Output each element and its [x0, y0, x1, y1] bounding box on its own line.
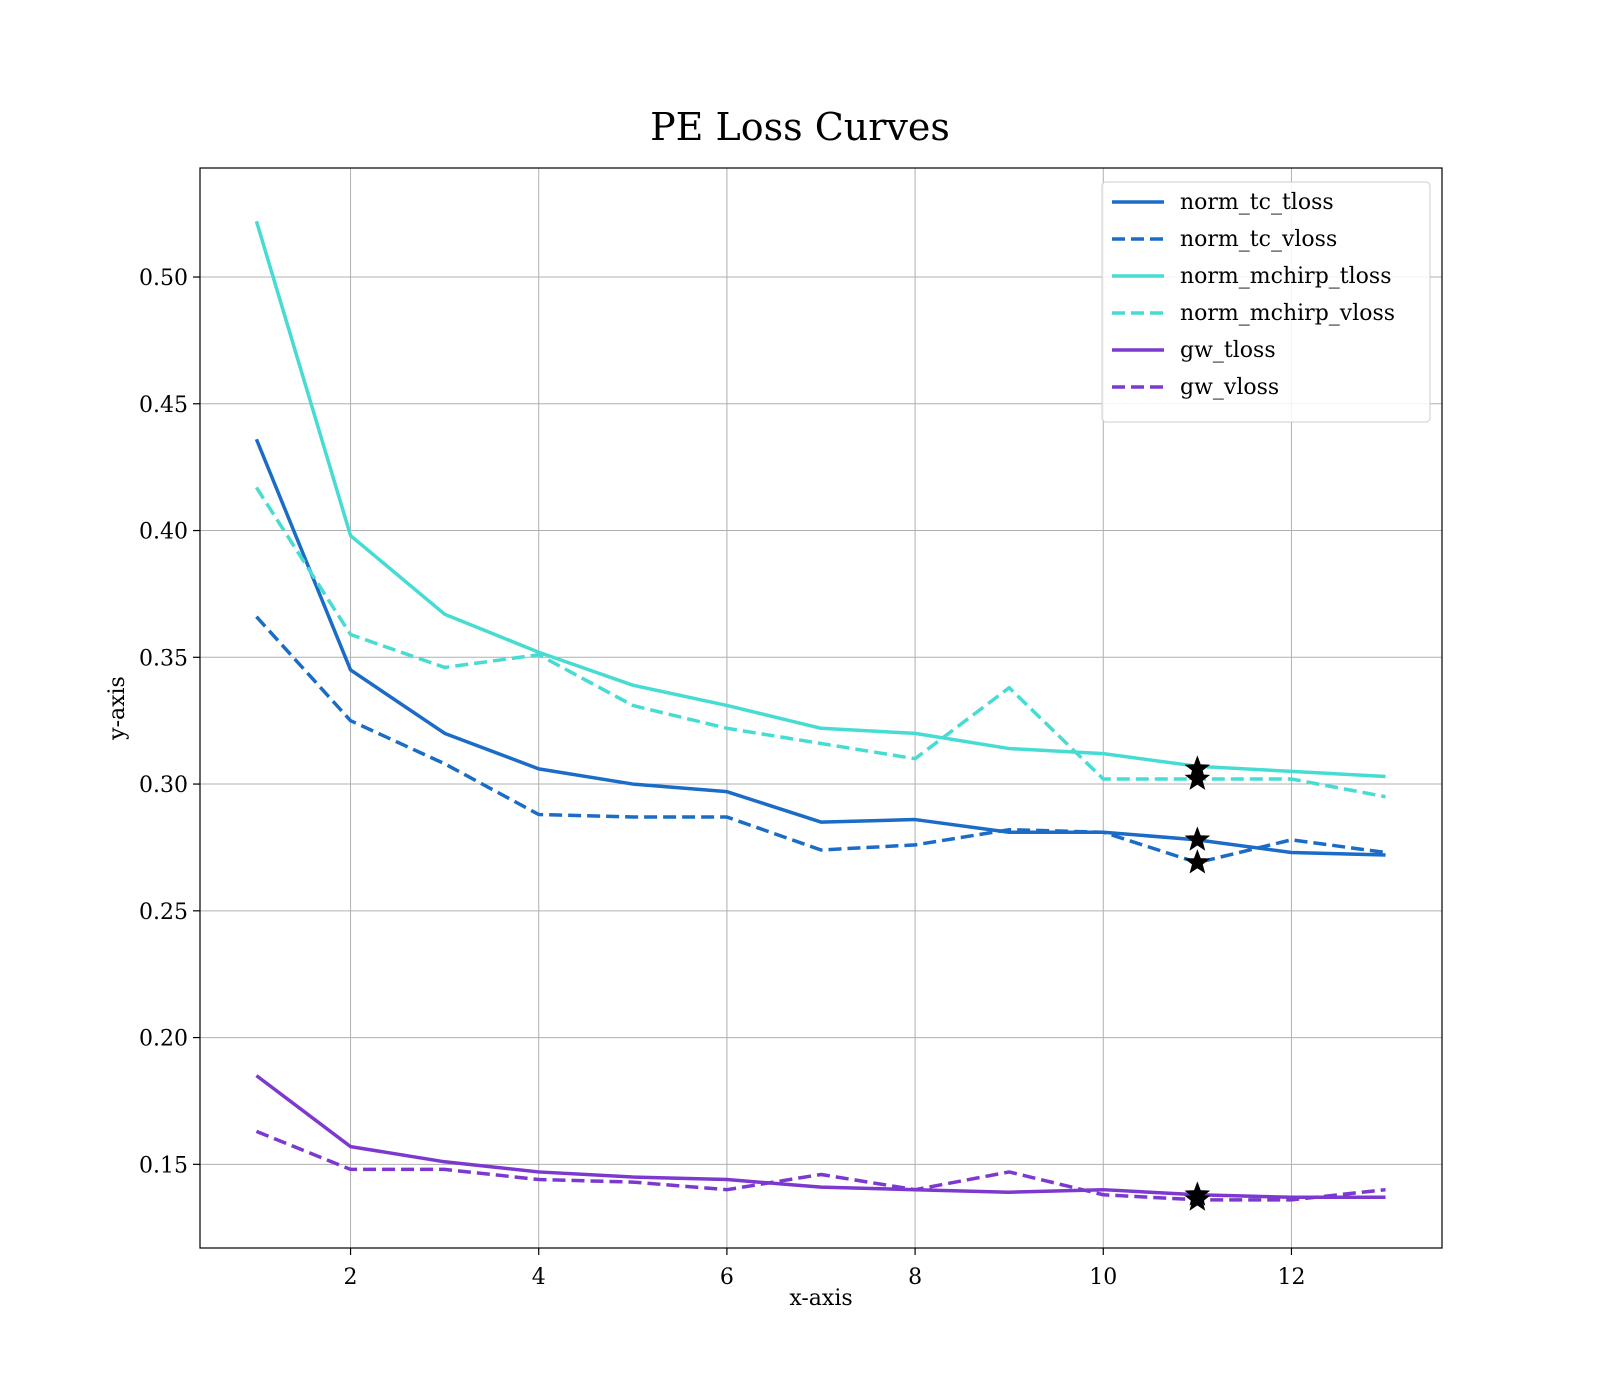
best-epoch-star-marker	[1184, 826, 1211, 851]
x-tick-label: 10	[1089, 1265, 1117, 1290]
chart-title: PE Loss Curves	[650, 105, 950, 149]
y-tick-label: 0.50	[139, 266, 188, 291]
x-tick-label: 6	[720, 1265, 734, 1290]
legend-box	[1101, 181, 1431, 423]
x-tick-label: 4	[532, 1265, 546, 1290]
series-line-norm_tc_vloss	[255, 615, 1386, 865]
y-tick-label: 0.35	[139, 646, 188, 671]
series-line-gw_tloss	[255, 1074, 1386, 1200]
legend-label: norm_tc_vloss	[1180, 227, 1337, 252]
best-epoch-star-marker	[1184, 765, 1211, 790]
y-tick-label: 0.45	[139, 393, 188, 418]
x-tick-label: 8	[908, 1265, 922, 1290]
best-epoch-star-marker	[1184, 1186, 1211, 1211]
best-markers	[1184, 755, 1211, 1211]
x-tick-label: 12	[1277, 1265, 1305, 1290]
series-line-norm_mchirp_vloss	[254, 486, 1386, 799]
y-tick-label: 0.20	[139, 1027, 188, 1052]
y-tick-label: 0.40	[139, 520, 188, 545]
legend-label: norm_mchirp_vloss	[1180, 301, 1395, 326]
best-epoch-star-marker	[1184, 849, 1211, 874]
plot-frame	[199, 167, 1443, 1249]
y-tick-label: 0.15	[139, 1153, 188, 1178]
axis-ticks: 2 4 6 8 10 12 0.15 0.20 0.25 0.30 0.35 0.40 0.45 0.50	[139, 266, 1305, 1290]
y-tick-label: 0.25	[139, 900, 188, 925]
legend[interactable]: norm_tc_tloss norm_tc_vloss norm_mchirp_tl…	[1101, 181, 1431, 423]
legend-label: norm_mchirp_tloss	[1180, 264, 1391, 289]
x-tick-label: 2	[344, 1265, 358, 1290]
series-line-gw_vloss	[255, 1129, 1386, 1202]
x-axis-label: x-axis	[789, 1286, 852, 1311]
legend-label: norm_tc_tloss	[1180, 190, 1334, 215]
y-tick-label: 0.30	[139, 773, 188, 798]
y-axis-label: y-axis	[105, 676, 130, 741]
legend-label: gw_vloss	[1180, 375, 1279, 400]
legend-label: gw_tloss	[1180, 338, 1276, 363]
series-line-norm_tc_tloss	[254, 438, 1386, 857]
